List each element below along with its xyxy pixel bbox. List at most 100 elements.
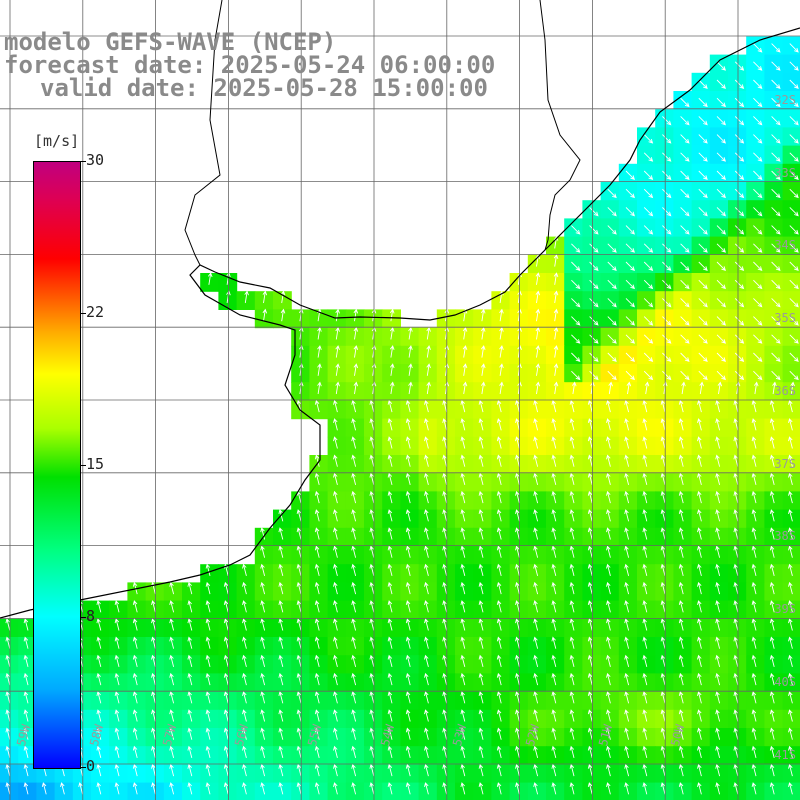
wind-arrow	[699, 381, 704, 395]
wind-arrow	[278, 600, 284, 613]
wind-arrow	[335, 326, 340, 340]
wind-arrow	[551, 581, 557, 595]
wind-arrow	[169, 691, 175, 704]
wind-arrow	[733, 745, 739, 759]
wind-arrow	[642, 672, 648, 686]
wind-arrow	[405, 691, 411, 704]
wind-arrow	[680, 352, 690, 362]
wind-arrow	[496, 618, 502, 631]
wind-arrow	[680, 243, 690, 253]
wind-arrow	[716, 352, 726, 362]
wind-arrow	[643, 152, 654, 162]
wind-arrow	[587, 763, 593, 777]
wind-arrow	[569, 654, 575, 668]
wind-arrow	[569, 618, 575, 631]
wind-arrow	[698, 170, 708, 180]
wind-arrow	[5, 709, 11, 722]
wind-arrow	[23, 672, 29, 686]
wind-arrow	[424, 745, 429, 759]
wind-arrow	[751, 509, 757, 522]
wind-arrow	[678, 527, 684, 540]
wind-arrow	[771, 316, 781, 326]
wind-arrow	[569, 563, 575, 577]
wind-arrow	[606, 454, 611, 467]
wind-arrow	[296, 709, 302, 722]
wind-arrow	[571, 243, 581, 253]
wind-arrow	[587, 672, 593, 686]
wind-arrow	[151, 636, 156, 649]
wind-arrow	[734, 279, 745, 290]
wind-arrow	[607, 370, 617, 381]
wind-arrow	[771, 279, 781, 290]
wind-arrow	[496, 472, 502, 486]
wind-arrow	[169, 636, 175, 649]
wind-arrow	[678, 563, 684, 577]
wind-arrow	[460, 600, 466, 613]
wind-arrow	[496, 527, 502, 540]
wind-arrow	[788, 745, 793, 759]
wind-arrow	[771, 352, 781, 362]
wind-arrow	[460, 490, 466, 504]
wind-arrow	[788, 545, 793, 558]
wind-arrow	[369, 654, 375, 668]
wind-arrow	[515, 745, 520, 759]
wind-arrow	[369, 691, 375, 704]
wind-arrow	[496, 745, 502, 759]
wind-arrow	[624, 454, 630, 467]
wind-arrow	[5, 672, 11, 686]
wind-arrow	[753, 152, 763, 162]
wind-arrow	[788, 563, 793, 577]
wind-arrow	[151, 745, 156, 759]
wind-arrow	[351, 763, 357, 777]
wind-arrow	[314, 763, 320, 777]
wind-arrow	[717, 381, 723, 395]
wind-arrow	[533, 636, 539, 649]
wind-arrow	[478, 490, 484, 504]
wind-arrow	[660, 436, 666, 449]
wind-cell	[782, 254, 800, 274]
wind-arrow	[333, 618, 338, 631]
wind-arrow	[642, 618, 648, 631]
wind-arrow	[698, 134, 708, 144]
wind-arrow	[478, 691, 484, 704]
wind-arrow	[114, 691, 120, 704]
wind-arrow	[405, 745, 411, 759]
wind-arrow	[314, 782, 320, 795]
wind-arrow	[369, 490, 375, 504]
wind-arrow	[553, 345, 559, 358]
wind-arrow	[460, 563, 466, 577]
wind-arrow	[535, 308, 541, 322]
wind-arrow	[387, 709, 393, 722]
wind-arrow	[769, 418, 775, 431]
wind-cell	[782, 600, 800, 620]
wind-arrow	[333, 472, 338, 486]
wind-arrow	[260, 600, 266, 613]
wind-arrow	[625, 370, 635, 381]
wind-arrow	[753, 316, 763, 326]
wind-arrow	[551, 600, 557, 613]
wind-arrow	[625, 261, 635, 271]
wind-cell	[782, 109, 800, 128]
wind-arrow	[132, 600, 138, 613]
wind-arrow	[5, 745, 11, 759]
wind-arrow	[587, 418, 593, 431]
wind-speed-field	[0, 36, 800, 800]
wind-arrow	[169, 727, 175, 740]
wind-arrow	[698, 225, 708, 235]
wind-arrow	[697, 600, 702, 613]
wind-arrow	[460, 691, 466, 704]
wind-arrow	[424, 672, 429, 686]
colorbar-tick-label: 8	[86, 607, 96, 625]
wind-arrow	[662, 188, 672, 199]
wind-arrow	[424, 436, 429, 449]
wind-arrow	[478, 782, 484, 795]
wind-arrow	[515, 636, 520, 649]
wind-arrow	[734, 352, 745, 362]
wind-arrow	[606, 490, 611, 504]
wind-arrow	[716, 298, 726, 308]
wind-arrow	[733, 618, 739, 631]
wind-arrow	[697, 672, 702, 686]
wind-arrow	[642, 581, 648, 595]
wind-arrow	[335, 363, 340, 376]
wind-arrow	[205, 672, 211, 686]
